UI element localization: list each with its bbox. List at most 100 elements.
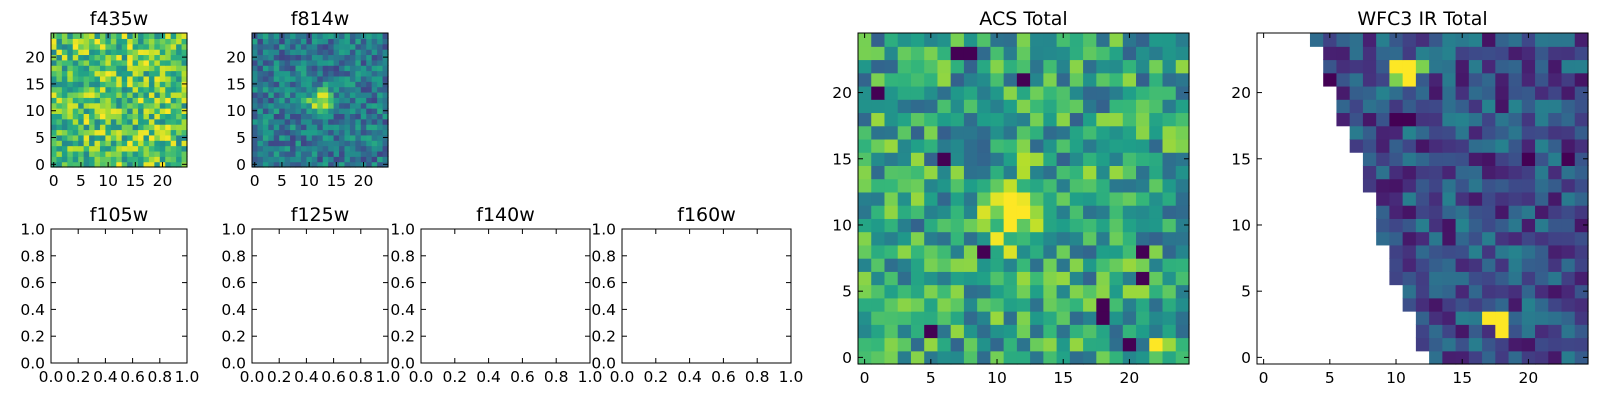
pixel-cell [1016,85,1031,100]
pixel-cell [121,70,128,77]
pixel-cell [937,324,952,339]
pixel-cell [884,205,899,219]
y-tick-label: 0.6 [221,274,246,292]
pixel-cell [143,65,150,72]
pixel-cell [148,140,155,147]
pixel-cell [257,38,264,45]
pixel-cell [963,271,978,286]
pixel-cell [371,150,378,157]
pixel-cell [1043,125,1058,140]
pixel-cell [1109,337,1124,352]
pixel-cell [262,91,269,98]
pixel-cell [1096,99,1111,114]
pixel-cell [132,97,139,104]
pixel-cell [1508,46,1523,61]
pixel-cell [138,97,145,104]
pixel-cell [990,297,1005,312]
pixel-cell [89,43,96,50]
pixel-cell [51,118,58,125]
pixel-cell [360,113,367,120]
pixel-cell [371,33,378,39]
pixel-cell [884,337,899,352]
pixel-cell [990,324,1005,339]
pixel-cell [268,59,275,66]
pixel-cell [83,161,90,168]
pixel-cell [344,81,351,88]
pixel-cell [339,140,346,147]
pixel-cell [871,178,886,193]
pixel-cell [170,49,177,56]
pixel-cell [377,86,384,93]
pixel-cell [858,72,872,87]
pixel-cell [897,138,912,153]
pixel-cell [963,205,978,219]
pixel-cell [1136,152,1150,166]
pixel-cell [349,140,356,147]
pixel-cell [1149,112,1164,127]
pixel-cell [105,108,112,114]
pixel-cell [1442,311,1457,325]
pixel-cell [138,43,145,50]
pixel-cell [360,150,367,157]
pixel-cell [1495,297,1510,312]
pixel-cell [110,91,117,98]
pixel-cell [1574,125,1589,140]
pixel-cell [89,134,96,141]
pixel-cell [257,129,264,136]
pixel-cell [311,75,318,82]
pixel-cell [871,244,886,259]
pixel-cell [317,81,324,88]
pixel-cell [355,161,362,168]
pixel-cell [950,33,965,47]
pixel-cell [360,38,367,45]
x-tick-label: 0.8 [745,368,770,386]
pixel-cell [355,75,362,82]
pixel-cell [328,38,335,45]
pixel-cell [317,70,324,77]
pixel-cell [1482,72,1496,87]
pixel-cell [1096,191,1111,206]
pixel-cell [1521,231,1536,246]
pixel-cell [1561,271,1576,286]
pixel-cell [132,86,139,93]
y-tick-label: 10 [226,102,246,120]
pixel-cell [127,124,134,131]
pixel-cell [1362,72,1377,87]
pixel-cell [1136,178,1150,193]
pixel-cell [67,91,74,98]
pixel-cell [306,97,313,104]
pixel-cell [1561,165,1576,180]
pixel-cell [1415,271,1430,286]
pixel-cell [1429,112,1443,127]
pixel-cell [977,258,991,272]
pixel-cell [138,75,145,82]
y-tick-label: 0.8 [591,247,616,265]
pixel-cell [67,49,74,56]
pixel-cell [977,178,991,193]
pixel-cell [1149,152,1164,166]
pixel-cell [170,81,177,88]
pixel-cell [339,70,346,77]
pixel-cell [78,43,85,50]
pixel-cell [1455,191,1470,206]
pixel-cell [317,161,324,168]
acs-total-title: ACS Total [979,8,1067,30]
pixel-cell [333,129,340,136]
pixel-cell [83,91,90,98]
pixel-cell [1069,231,1084,246]
pixel-cell [366,161,373,168]
pixel-cell [1336,46,1351,61]
pixel-cell [1402,165,1417,180]
pixel-cell [1109,85,1124,100]
pixel-cell [56,113,63,120]
pixel-cell [360,145,367,152]
pixel-cell [884,284,899,299]
pixel-cell [279,91,286,98]
y-tick-label: 0.6 [20,274,45,292]
pixel-cell [72,140,79,147]
pixel-cell [295,124,302,131]
pixel-cell [1043,138,1058,153]
pixel-cell [181,102,188,109]
pixel-cell [268,49,275,56]
pixel-cell [1030,350,1044,365]
